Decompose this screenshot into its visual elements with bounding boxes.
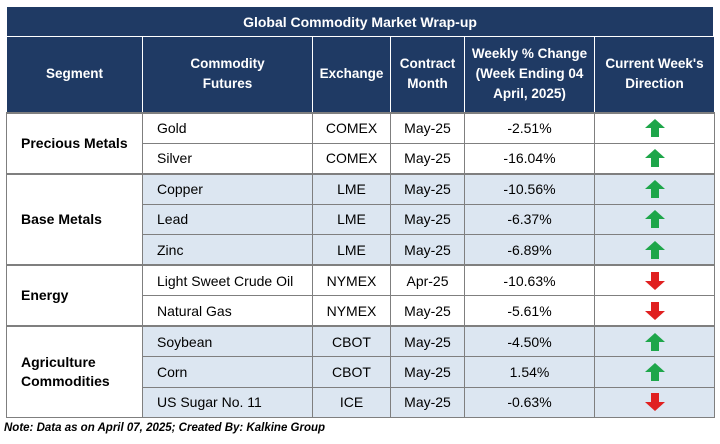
commodity-cell: Light Sweet Crude Oil [142,264,313,296]
month-cell: May-25 [390,142,465,174]
header-weekly-change: Weekly % Change (Week Ending 04 April, 202… [464,36,595,113]
month-cell: May-25 [390,203,465,235]
arrow-up-icon [644,118,666,138]
commodity-cell: Corn [142,356,313,388]
arrow-down-icon [644,271,666,291]
segment-energy: Energy [6,264,143,327]
header-exchange: Exchange [312,36,391,113]
month-cell: May-25 [390,386,465,418]
direction-cell [594,142,715,174]
commodity-cell: Lead [142,203,313,235]
segment-agriculture-commodities: Agriculture Commodities [6,325,143,418]
table-row: Natural Gas NYMEX May-25 -5.61% [7,295,715,327]
change-cell: -6.89% [464,234,595,266]
exchange-cell: COMEX [312,111,391,144]
exchange-cell: NYMEX [312,295,391,327]
change-cell: -16.04% [464,142,595,174]
change-cell: 1.54% [464,356,595,388]
month-cell: May-25 [390,234,465,266]
exchange-cell: LME [312,234,391,266]
arrow-up-icon [644,148,666,168]
direction-cell [594,203,715,235]
footnote: Note: Data as on April 07, 2025; Created… [4,422,326,434]
direction-cell [594,325,715,357]
header-direction: Current Week's Direction [594,36,715,113]
commodity-cell: US Sugar No. 11 [142,386,313,418]
commodity-cell: Copper [142,172,313,205]
table-row: US Sugar No. 11 ICE May-25 -0.63% [7,386,715,418]
commodity-cell: Zinc [142,234,313,266]
month-cell: May-25 [390,295,465,327]
exchange-cell: CBOT [312,356,391,388]
change-cell: -10.63% [464,264,595,296]
table-title: Global Commodity Market Wrap-up [6,6,714,36]
table-row: Silver COMEX May-25 -16.04% [7,142,715,174]
commodity-cell: Natural Gas [142,295,313,327]
exchange-cell: NYMEX [312,264,391,296]
arrow-up-icon [644,179,666,199]
direction-cell [594,356,715,388]
commodity-cell: Gold [142,111,313,144]
table-row: Base Metals Copper LME May-25 -10.56% [6,172,715,266]
month-cell: May-25 [390,172,465,205]
direction-cell [594,295,715,327]
direction-cell [594,386,715,418]
arrow-up-icon [644,362,666,382]
direction-cell [594,111,715,144]
direction-cell [594,234,715,266]
arrow-up-icon [644,209,666,229]
table-row: Precious Metals Gold COMEX May-25 -2.51% [6,111,715,174]
header-segment: Segment [6,36,143,113]
segment-base-metals: Base Metals [6,172,143,266]
table-row: Energy Light Sweet Crude Oil NYMEX Apr-2… [6,264,715,327]
change-cell: -4.50% [464,325,595,357]
commodity-cell: Soybean [142,325,313,357]
table-row: Corn CBOT May-25 1.54% [7,356,715,388]
arrow-down-icon [644,392,666,412]
change-cell: -10.56% [464,172,595,205]
month-cell: Apr-25 [390,264,465,296]
arrow-up-icon [644,332,666,352]
arrow-up-icon [644,240,666,260]
table-row: Lead LME May-25 -6.37% [7,203,715,235]
direction-cell [594,264,715,296]
change-cell: -5.61% [464,295,595,327]
exchange-cell: COMEX [312,142,391,174]
direction-cell [594,172,715,205]
header-commodity-futures: Commodity Futures [142,36,313,113]
change-cell: -2.51% [464,111,595,144]
exchange-cell: LME [312,172,391,205]
month-cell: May-25 [390,111,465,144]
month-cell: May-25 [390,356,465,388]
exchange-cell: ICE [312,386,391,418]
header-contract-month: Contract Month [390,36,465,113]
commodity-cell: Silver [142,142,313,174]
commodity-wrap-up-table: Global Commodity Market Wrap-up Segment … [6,6,715,418]
change-cell: -0.63% [464,386,595,418]
data-table: Segment Commodity Futures Exchange Contra… [6,36,715,418]
month-cell: May-25 [390,325,465,357]
exchange-cell: LME [312,203,391,235]
exchange-cell: CBOT [312,325,391,357]
arrow-down-icon [644,301,666,321]
change-cell: -6.37% [464,203,595,235]
header-row: Segment Commodity Futures Exchange Contra… [6,36,715,113]
segment-precious-metals: Precious Metals [6,111,143,174]
table-row: Agriculture Commodities Soybean CBOT May-… [6,325,715,418]
